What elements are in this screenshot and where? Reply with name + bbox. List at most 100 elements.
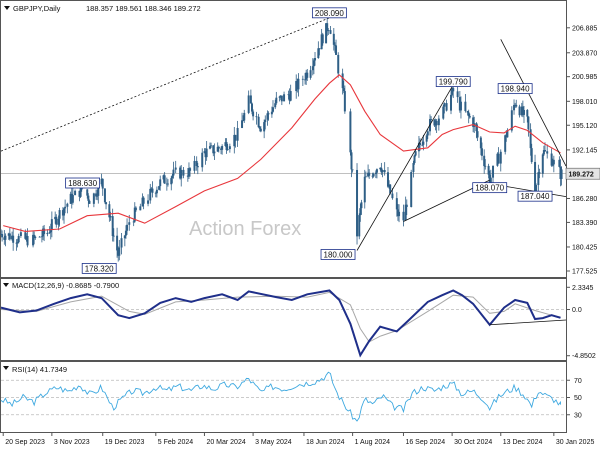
candle-body bbox=[421, 144, 424, 146]
candle-body bbox=[174, 167, 177, 170]
candle-body bbox=[488, 174, 491, 185]
candle-body bbox=[205, 148, 208, 158]
candle-body bbox=[410, 172, 413, 207]
candle-body bbox=[16, 242, 19, 243]
candle-body bbox=[118, 247, 121, 256]
candle-body bbox=[88, 200, 91, 204]
candle-body bbox=[79, 185, 82, 197]
candle-body bbox=[32, 234, 35, 246]
candle-body bbox=[550, 153, 553, 166]
candle-body bbox=[280, 95, 283, 102]
annotation-box bbox=[311, 7, 347, 19]
candle-body bbox=[530, 148, 533, 162]
candle-body bbox=[105, 202, 108, 205]
candle-body bbox=[15, 242, 18, 244]
macd-label: MACD(12,26,9) -0.8685 -0.7900 bbox=[12, 281, 119, 290]
candle-body bbox=[350, 152, 353, 170]
candle-body bbox=[78, 190, 81, 197]
annotation-label: 198.940 bbox=[501, 85, 530, 94]
candle-body bbox=[364, 176, 367, 178]
candle-body bbox=[170, 178, 173, 185]
price-axis-label: 200.985 bbox=[572, 74, 597, 81]
macd-axis-label: 0.0 bbox=[572, 307, 582, 314]
candle-body bbox=[64, 206, 67, 209]
candle-body bbox=[204, 151, 207, 158]
candle-body bbox=[434, 120, 437, 126]
price-annotation: 178.320 bbox=[81, 263, 117, 274]
price-axis-label: 203.870 bbox=[572, 50, 597, 57]
annotation-box bbox=[472, 182, 508, 194]
candle-body bbox=[372, 174, 375, 177]
candle-body bbox=[103, 188, 106, 203]
candle-body bbox=[541, 154, 544, 174]
candle-body bbox=[279, 95, 282, 97]
candle-body bbox=[321, 34, 324, 44]
candle-body bbox=[389, 184, 392, 194]
candle-body bbox=[42, 228, 45, 237]
candle-body bbox=[326, 23, 329, 32]
candle-body bbox=[329, 30, 332, 34]
macd-header: MACD(12,26,9) -0.8685 -0.7900 bbox=[3, 281, 119, 290]
candle-body bbox=[360, 202, 363, 209]
candle-body bbox=[126, 224, 129, 231]
candle-body bbox=[210, 145, 213, 147]
candle-body bbox=[515, 104, 518, 107]
price-annotation: 188.070 bbox=[472, 182, 508, 194]
candle-body bbox=[414, 151, 417, 156]
candle-body bbox=[305, 72, 308, 80]
candle-body bbox=[359, 208, 362, 216]
candle-body bbox=[325, 23, 328, 44]
candle-body bbox=[162, 175, 165, 180]
price-annotation: 198.940 bbox=[497, 83, 533, 95]
candle-body bbox=[327, 30, 330, 32]
candle-body bbox=[0, 233, 2, 235]
trendline bbox=[0, 17, 330, 152]
candle-body bbox=[34, 236, 37, 239]
price-panel: 206.885 203.870 200.985 198.010 195.120 192.1… bbox=[0, 7, 600, 275]
price-axis-label: 183.390 bbox=[572, 220, 597, 227]
candle-body bbox=[132, 221, 135, 223]
candle-body bbox=[155, 189, 158, 194]
candle-body bbox=[349, 111, 352, 153]
candle-body bbox=[289, 91, 292, 101]
x-axis-label: 20 Sep 2023 bbox=[5, 439, 45, 446]
candle-body bbox=[12, 235, 15, 243]
candle-body bbox=[92, 193, 95, 204]
candle-body bbox=[476, 131, 479, 138]
annotation-box bbox=[320, 249, 356, 260]
candle-body bbox=[304, 79, 307, 81]
watermark: Action Forex bbox=[189, 218, 301, 240]
candle-body bbox=[288, 94, 291, 101]
candle-body bbox=[266, 113, 269, 120]
candle-body bbox=[534, 161, 537, 194]
macd-panel-frame bbox=[0, 278, 567, 361]
candle-body bbox=[558, 159, 561, 167]
candle-body bbox=[26, 235, 29, 246]
candle-body bbox=[317, 48, 320, 59]
candle-body bbox=[247, 95, 250, 113]
candle-body bbox=[479, 137, 482, 149]
chart-header: GBPJPY,Daily 188.357 189.561 188.346 189… bbox=[4, 4, 201, 13]
rsi-label: RSI(14) 41.7349 bbox=[12, 365, 67, 374]
candle-body bbox=[417, 142, 420, 152]
candle-body bbox=[141, 197, 144, 207]
candle-body bbox=[505, 135, 508, 138]
candle-body bbox=[97, 184, 100, 196]
annotation-label: 178.320 bbox=[85, 264, 114, 273]
macd-axis-label: -4.8502 bbox=[572, 353, 596, 360]
annotation-box bbox=[81, 263, 117, 274]
candle-body bbox=[147, 200, 150, 204]
candle-body bbox=[367, 172, 370, 177]
annotation-label: 180.000 bbox=[324, 250, 353, 259]
candle-body bbox=[419, 142, 422, 146]
candle-body bbox=[49, 230, 52, 233]
candle-body bbox=[241, 120, 244, 128]
candle-body bbox=[228, 146, 231, 150]
candle-body bbox=[332, 33, 335, 45]
candle-body bbox=[123, 235, 126, 239]
candle-body bbox=[521, 106, 524, 115]
annotation-box bbox=[517, 190, 553, 202]
candle-body bbox=[274, 103, 277, 108]
candle-body bbox=[445, 103, 448, 111]
candle-body bbox=[46, 232, 49, 235]
